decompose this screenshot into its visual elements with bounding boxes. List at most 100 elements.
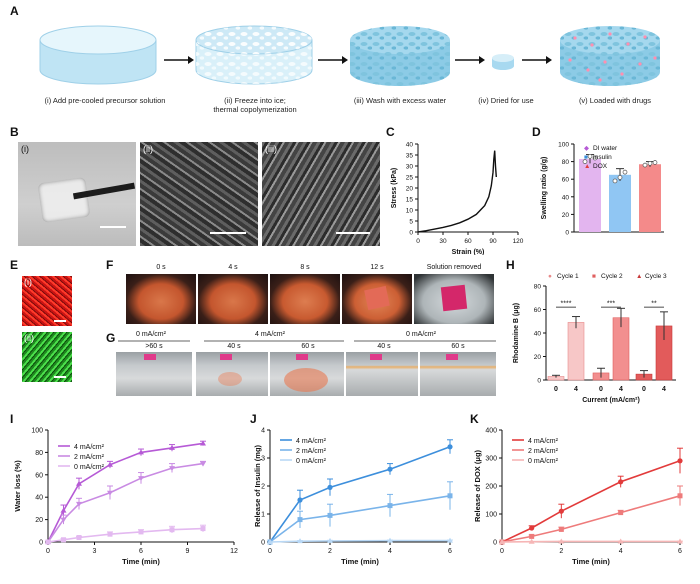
data-point [169,466,175,472]
y-tick-label: 25 [406,175,414,182]
g-group-1: 4 mA/cm² [255,331,285,338]
y-axis-label: Rhodamine B (μg) [513,303,520,363]
f-time-2: 8 s [300,264,310,271]
panel-label-a: A [10,4,19,18]
legend-label: 4 mA/cm² [74,444,105,451]
bar-cycle-1 [567,322,585,381]
panel-label-e: E [10,258,19,272]
y-tick-label: 0 [409,230,413,237]
legend-marker: ▲ [636,273,642,280]
x-tick-label: 3 [93,548,97,555]
sub-label-e-ii: (ii) [24,333,34,343]
y-tick-label: 40 [534,331,542,338]
y-tick-label: 20 [406,186,414,193]
bar-dox [639,164,661,232]
cuvette-photo-3 [346,352,418,396]
significance-stars: **** [561,301,572,308]
chart-k-dox: 0 100 200 300 400 0 2 4 6 Time (min) Release of DO… [473,428,683,566]
y-axis-label: Stress (kPa) [391,168,398,208]
y-tick-label: 30 [406,164,414,171]
legend-label: Cycle 3 [645,273,667,280]
series-line-1 [47,462,204,543]
cuvette-photo-1 [196,352,268,396]
y-tick-label: 300 [485,456,497,463]
y-tick-label: 20 [562,212,570,219]
x-tick-label: 6 [139,548,143,555]
data-point [327,484,333,490]
x-tick-label: 2 [328,548,332,555]
x-tick-label: 4 [388,548,392,555]
g-time-1: 40 s [227,343,241,350]
cuvette-photo-0 [116,352,192,396]
legend-marker: ■ [584,154,588,161]
well-photo-0s [126,274,196,324]
y-tick-label: 40 [406,142,414,149]
data-point [447,537,453,543]
data-point [558,538,565,544]
well-photo-removed [414,274,494,324]
y-tick-label: 4 [261,428,265,435]
data-point [642,162,648,168]
g-time-0: >60 s [145,343,163,350]
significance-stars: ** [651,301,657,308]
y-tick-label: 10 [406,208,414,215]
legend-label: DI water [593,145,618,152]
y-axis-label: Release of Insulin (mg) [253,444,262,527]
g-group-brackets [118,340,496,342]
data-point [45,539,51,545]
data-point [447,493,453,499]
data-point [297,497,303,503]
legend-label: 4 mA/cm² [296,438,327,445]
data-point [647,161,653,166]
series-line-0 [47,442,204,543]
data-point [327,537,333,543]
series-line-0 [501,460,681,543]
data-point [617,175,623,180]
y-tick-label: 100 [485,512,497,519]
x-axis-label: Time (min) [341,557,379,566]
y-tick-label: 40 [35,495,43,502]
data-point [327,512,333,518]
data-point [200,526,206,532]
g-group-2: 0 mA/cm² [406,331,436,338]
y-axis-label: Water loss (%) [13,460,22,512]
sub-label-e-i: (i) [24,277,32,287]
sem-image-ii [140,142,258,246]
data-point [447,444,453,450]
step-caption-i: (i) Add pre-cooled precursor solution [44,96,166,105]
schematic-workflow [39,25,660,86]
stress-strain-curve [417,150,497,233]
g-time-4: 60 s [451,343,465,350]
data-point [297,538,303,544]
sub-label-b-i: (i) [21,144,29,154]
x-category-label: 4 [662,386,666,393]
panel-label-g: G [106,331,116,345]
x-tick-label: 6 [448,548,452,555]
x-tick-label: 6 [678,548,682,555]
data-point [200,440,206,446]
data-point [677,538,683,544]
data-point [558,508,564,514]
cylinder-v [560,26,660,86]
y-tick-label: 100 [558,142,569,149]
y-tick-label: 60 [534,307,542,314]
f-time-0: 0 s [156,264,166,271]
data-point [558,526,564,532]
f-time-4: Solution removed [426,264,482,271]
data-point [76,535,82,541]
sub-label-b-iii: (iii) [265,144,277,154]
panel-label-c: C [386,125,395,139]
panel-label-k: K [470,412,479,426]
data-point [60,517,67,523]
cylinder-iii [350,26,450,86]
x-category-label: 0 [642,386,646,393]
legend-label: 2 mA/cm² [528,448,559,455]
panel-label-b: B [10,125,19,139]
f-time-3: 12 s [370,264,384,271]
x-category-label: 4 [574,386,578,393]
y-tick-label: 3 [261,456,265,463]
x-tick-label: 90 [489,238,497,245]
y-axis-label: Swelling ratio (g/g) [541,157,548,220]
y-tick-label: 20 [534,354,542,361]
